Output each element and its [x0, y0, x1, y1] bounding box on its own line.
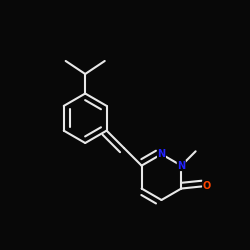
Text: N: N	[158, 149, 166, 159]
Text: N: N	[177, 161, 185, 170]
Text: O: O	[203, 181, 211, 191]
